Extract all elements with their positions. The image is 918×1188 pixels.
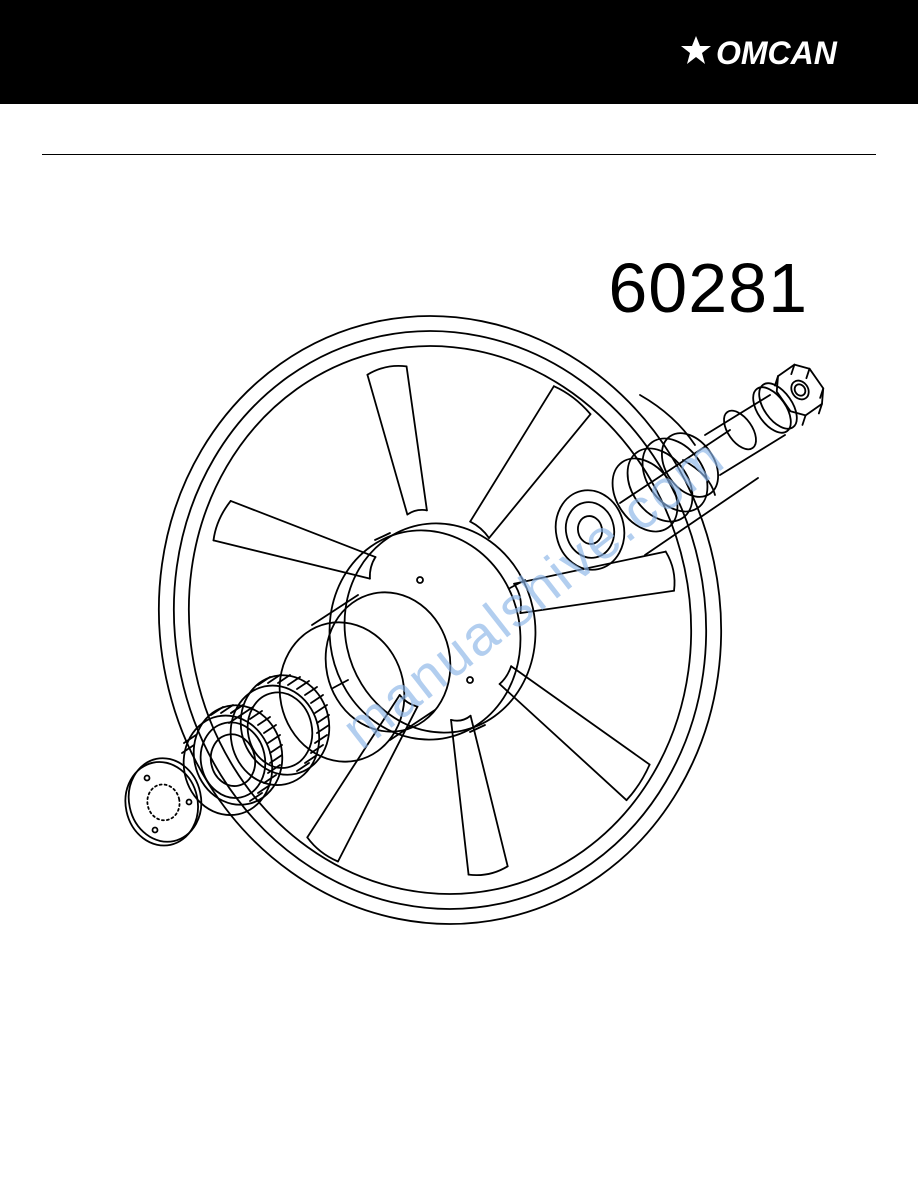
section-divider	[42, 154, 876, 155]
header-bar: OMCAN	[0, 0, 918, 104]
omcan-logo: OMCAN	[678, 32, 878, 74]
logo-text: OMCAN	[716, 35, 838, 71]
wheel-assembly-svg	[90, 250, 850, 1010]
wheel-diagram	[90, 250, 850, 1010]
content-area	[0, 104, 918, 155]
